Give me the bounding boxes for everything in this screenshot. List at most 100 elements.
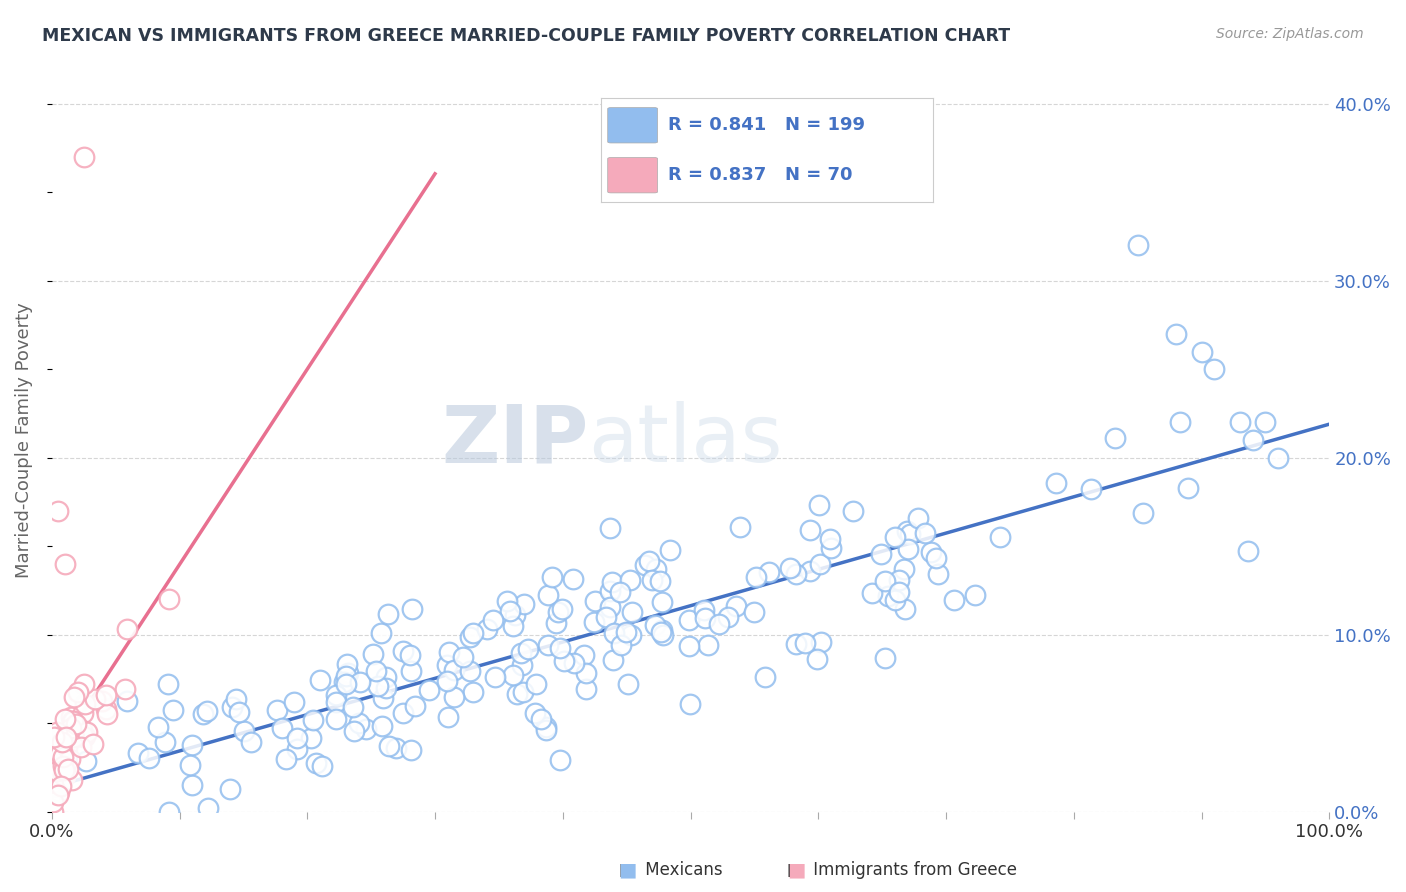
Point [650,624,672,639]
Point [73,731,96,745]
Point [91,694,114,708]
Point [678,639,700,653]
Point [49,747,72,761]
Point [696,638,718,652]
Point [451,649,474,664]
Point [785,637,807,651]
Point [502,618,524,632]
Point [94,689,117,703]
Point [75,729,97,743]
Point [602,626,624,640]
Point [461,685,484,699]
Point [510,658,533,673]
Point [1254,415,1277,429]
Point [56,740,79,755]
Point [907,511,929,525]
Point [536,588,558,602]
Point [460,631,482,645]
Point [513,597,536,611]
Point [51,779,73,793]
Point [481,613,503,627]
Point [637,554,659,568]
Point [1164,326,1187,341]
Point [42,768,65,782]
Point [574,682,596,697]
Point [51,753,73,767]
Point [644,617,666,632]
Point [399,648,422,662]
Point [59,722,82,736]
Point [841,504,863,518]
Point [496,594,519,608]
Point [659,543,682,558]
Point [55,730,77,744]
Point [516,642,538,657]
Point [53,763,76,777]
Point [551,602,574,616]
Point [46,789,69,803]
Text: ■  Immigrants from Greece: ■ Immigrants from Greece [787,861,1018,879]
Point [299,731,322,746]
Point [510,646,533,660]
Point [1080,482,1102,496]
Point [75,754,97,768]
Point [641,573,664,587]
Point [1241,433,1264,447]
Point [343,723,366,738]
Point [41,787,63,801]
Point [870,547,893,561]
Point [876,589,898,603]
Text: ■: ■ [619,860,637,880]
Point [335,669,357,683]
Point [436,658,458,673]
Point [574,648,596,662]
Point [378,739,401,753]
Point [794,636,817,650]
Point [53,557,76,571]
Point [648,574,671,588]
Point [461,626,484,640]
Point [371,719,394,733]
Point [1191,344,1213,359]
Point [336,657,359,672]
Point [218,782,240,797]
Point [370,626,392,640]
Point [807,499,830,513]
Point [42,742,65,756]
Point [754,670,776,684]
Point [758,565,780,579]
Point [70,723,93,737]
Y-axis label: Married-Couple Family Poverty: Married-Couple Family Poverty [15,302,32,578]
Point [195,704,218,718]
Point [311,759,333,773]
Point [548,753,571,767]
Text: atlas: atlas [588,401,783,479]
Point [894,601,917,615]
Point [401,602,423,616]
Point [45,764,67,778]
Point [418,683,440,698]
Point [651,595,673,609]
Point [546,616,568,631]
Point [745,570,768,584]
Point [42,747,65,762]
Point [83,692,105,706]
Point [730,520,752,534]
Point [553,654,575,668]
Point [799,523,821,537]
Point [52,758,75,772]
Point [44,730,66,744]
Point [285,741,308,756]
Point [692,602,714,616]
Point [375,670,398,684]
Point [374,681,396,695]
Point [361,647,384,661]
Point [46,764,69,778]
Point [1204,362,1226,376]
Point [564,656,586,670]
Point [325,695,347,709]
Point [896,524,918,538]
Point [180,739,202,753]
Point [367,679,389,693]
Point [332,675,354,690]
